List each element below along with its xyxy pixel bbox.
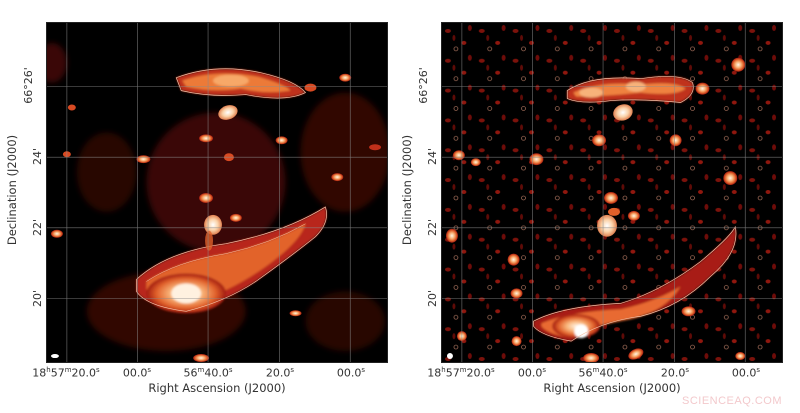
y-tick-26: 66°26' (416, 67, 430, 104)
x-tick-2: 56m40.0s (183, 366, 233, 380)
y-axis-label: Declination (J2000) (5, 134, 20, 246)
x-tick-3: 20.0s (660, 366, 690, 380)
x-tick-4: 00.0s (731, 366, 761, 380)
x-tick-4: 00.0s (336, 366, 366, 380)
x-axis-label: Right Ascension (J2000) (148, 381, 286, 395)
x-axis-label: Right Ascension (J2000) (543, 381, 681, 395)
y-tick-26: 66°26' (21, 67, 35, 104)
y-tick-22: 22' (31, 218, 45, 237)
x-tick-0: 18h57m20.0s (32, 366, 100, 380)
radio-emission-map (47, 23, 387, 362)
y-tick-24: 24' (426, 147, 440, 166)
radio-image-left (46, 22, 388, 363)
watermark: SCIENCEAQ.COM (681, 395, 782, 407)
x-tick-1: 00.0s (517, 366, 547, 380)
y-tick-22: 22' (426, 218, 440, 237)
coordinate-grid (47, 23, 387, 362)
left-panel: 66°26' 24' 22' 20' Declination (J2000) 1… (5, 22, 388, 395)
coordinate-grid (442, 23, 782, 362)
y-tick-20: 20' (31, 289, 45, 308)
radio-image-right (441, 22, 783, 363)
x-tick-1: 00.0s (122, 366, 152, 380)
x-tick-0: 18h57m20.0s (427, 366, 495, 380)
x-tick-2: 56m40.0s (578, 366, 628, 380)
y-axis-label: Declination (J2000) (400, 134, 415, 246)
radio-emission-map (442, 23, 782, 362)
x-tick-3: 20.0s (265, 366, 295, 380)
right-panel: 66°26' 24' 22' 20' Declination (J2000) 1… (395, 0, 795, 413)
y-tick-24: 24' (31, 147, 45, 166)
y-tick-20: 20' (426, 289, 440, 308)
